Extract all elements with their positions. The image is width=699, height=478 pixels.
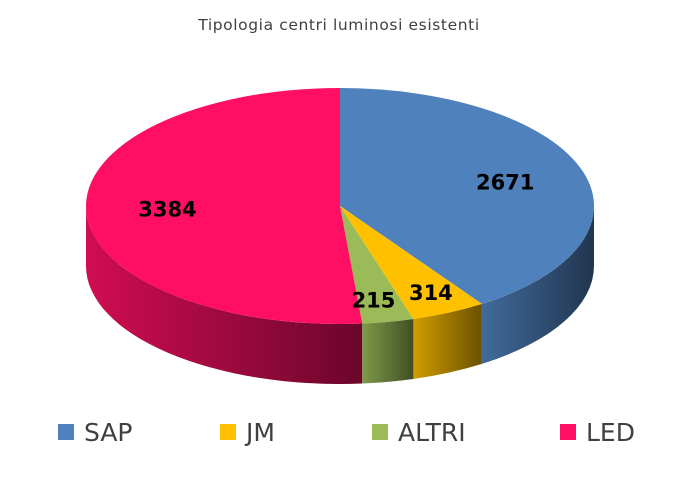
data-label-altri: 215 [352, 288, 396, 312]
legend-swatch-altri [372, 424, 388, 440]
legend-label-jm: JM [244, 418, 275, 447]
slice-side-jm [413, 303, 482, 379]
legend-swatch-led [560, 424, 576, 440]
legend-label-altri: ALTRI [398, 418, 466, 447]
pie-sides [86, 206, 594, 384]
data-labels: 2671 314 215 3384 [138, 171, 534, 313]
data-label-led: 3384 [138, 198, 196, 222]
slice-altri [340, 206, 414, 324]
legend-label-led: LED [586, 418, 635, 447]
legend-swatch-jm [220, 424, 236, 440]
slice-side-sap [481, 206, 594, 364]
chart-title: Tipologia centri luminosi esistenti [197, 16, 480, 34]
slice-side-led [86, 206, 363, 384]
slice-led [85, 88, 363, 325]
slice-sap [340, 88, 594, 304]
slice-side-altri [362, 318, 414, 384]
slice-jm [340, 206, 482, 319]
legend-swatch-sap [58, 424, 74, 440]
legend-label-sap: SAP [84, 418, 133, 447]
legend: SAP JM ALTRI LED [58, 418, 635, 447]
pie-slices [85, 88, 594, 325]
data-label-jm: 314 [409, 281, 453, 305]
data-label-sap: 2671 [476, 171, 534, 195]
